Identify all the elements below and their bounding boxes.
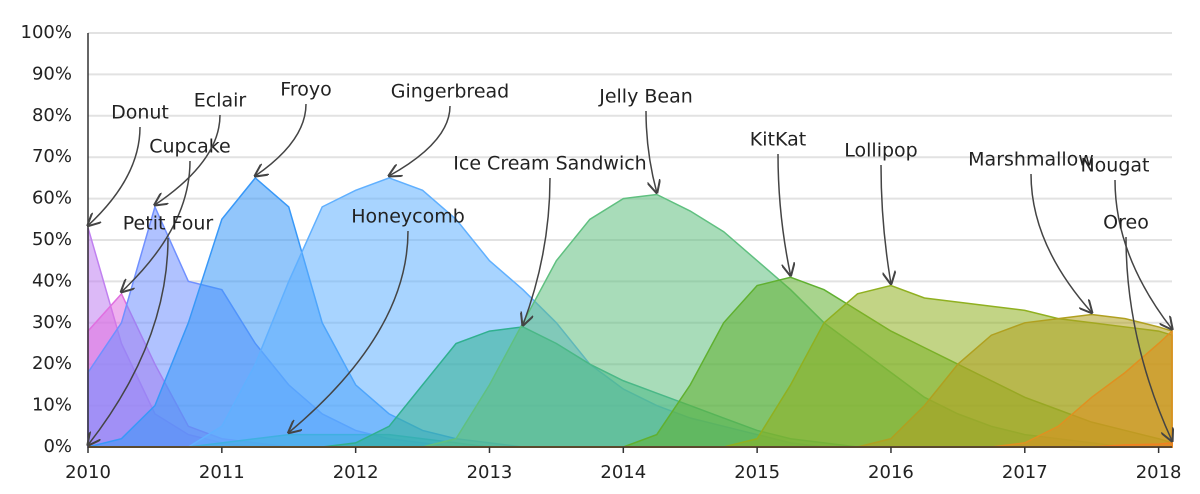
y-tick-label: 60% — [32, 188, 72, 209]
annotation-arrow — [523, 177, 551, 325]
x-tick-label: 2011 — [199, 462, 245, 483]
annotation-arrow — [645, 110, 657, 192]
annotation-label: Donut — [111, 102, 169, 124]
annotation-arrow — [155, 114, 221, 205]
annotation-arrow — [1125, 236, 1172, 441]
annotation-label: Petit Four — [123, 213, 214, 235]
x-tick-label: 2018 — [1136, 462, 1182, 483]
annotation-arrow — [1030, 173, 1092, 313]
annotation-label: Eclair — [194, 90, 247, 112]
annotation-label: KitKat — [750, 129, 806, 151]
annotation-arrow — [121, 160, 191, 292]
annotation-label: Oreo — [1103, 212, 1149, 234]
x-tick-label: 2014 — [600, 462, 646, 483]
y-tick-label: 50% — [32, 229, 72, 250]
y-tick-label: 100% — [21, 22, 72, 43]
annotation-label: Lollipop — [844, 140, 917, 162]
annotation-arrow — [1114, 179, 1172, 329]
annotation-label: Froyo — [280, 79, 331, 101]
y-tick-label: 0% — [43, 436, 72, 457]
y-tick-label: 20% — [32, 353, 72, 374]
x-tick-label: 2013 — [467, 462, 513, 483]
annotation-label: Jelly Bean — [598, 86, 693, 108]
y-tick-label: 70% — [32, 146, 72, 167]
x-tick-label: 2016 — [868, 462, 914, 483]
annotation-arrow — [88, 126, 141, 226]
x-tick-label: 2015 — [734, 462, 780, 483]
annotation-label: Honeycomb — [351, 206, 465, 228]
annotation-arrow — [255, 103, 307, 176]
annotation-arrow — [88, 237, 169, 445]
annotation-label: Cupcake — [149, 136, 230, 158]
annotation-label: Gingerbread — [391, 81, 509, 103]
annotation-label: Marshmallow — [968, 149, 1094, 171]
x-tick-label: 2017 — [1002, 462, 1048, 483]
y-tick-label: 30% — [32, 312, 72, 333]
x-tick-label: 2012 — [333, 462, 379, 483]
annotations: Donut Cupcake Petit Four Eclair Froyo Gingerb… — [88, 79, 1172, 446]
annotation-label: Ice Cream Sandwich — [453, 153, 646, 175]
annotation-arrow — [289, 230, 409, 433]
x-tick-label: 2010 — [65, 462, 111, 483]
annotation-label: Nougat — [1080, 155, 1149, 177]
y-tick-label: 80% — [32, 105, 72, 126]
annotation-arrow — [880, 164, 891, 284]
annotation-arrow — [777, 153, 791, 275]
annotation-arrow — [389, 105, 451, 176]
y-tick-label: 40% — [32, 270, 72, 291]
y-tick-label: 90% — [32, 63, 72, 84]
y-tick-label: 10% — [32, 395, 72, 416]
